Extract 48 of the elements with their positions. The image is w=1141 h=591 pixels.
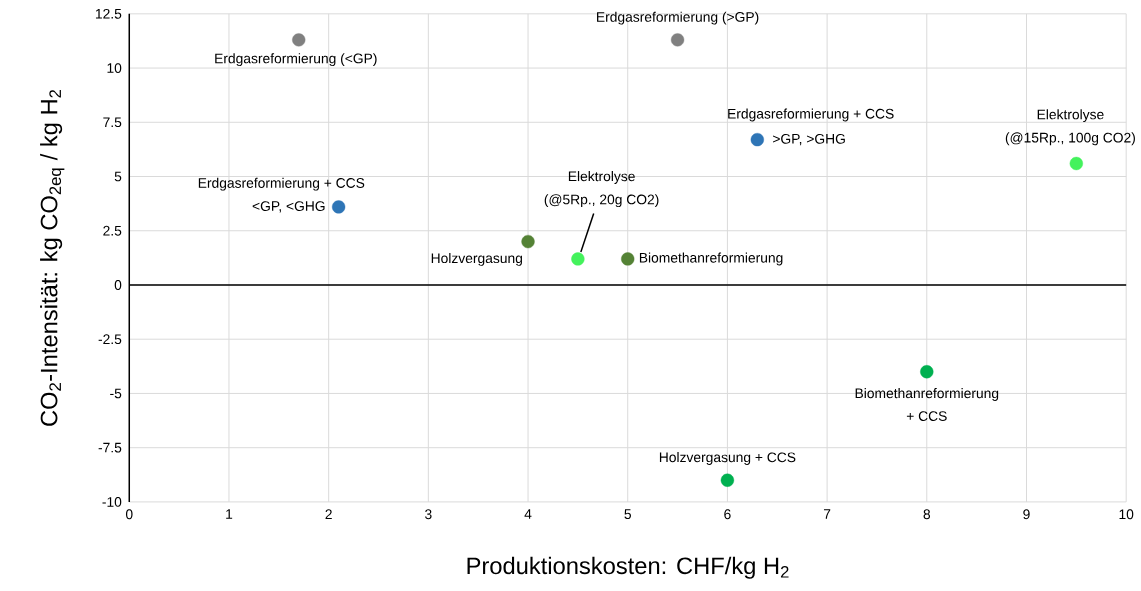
point bbox=[750, 133, 764, 147]
annotation: >GP, >GHG bbox=[773, 134, 845, 146]
y-tick-label: -5 bbox=[110, 388, 122, 399]
point bbox=[720, 473, 735, 487]
y-tick-label: 0 bbox=[114, 280, 122, 290]
x-tick-label: 2 bbox=[325, 509, 332, 520]
y-tick-label: 2.5 bbox=[103, 225, 122, 236]
point bbox=[621, 252, 635, 266]
x-tick-label: 0 bbox=[125, 509, 133, 520]
point bbox=[521, 235, 535, 249]
annotation: Erdgasreformierung (<GP) bbox=[215, 53, 377, 67]
annotation: <GP, <GHG bbox=[252, 201, 325, 213]
x-tick-label: 4 bbox=[524, 509, 532, 519]
annotation: Erdgasreformierung (>GP) bbox=[597, 11, 759, 25]
y-tick-label: -2.5 bbox=[98, 334, 122, 345]
annotation: Biomethanreformierung bbox=[855, 388, 999, 401]
annotation: (@5Rp., 20g CO2) bbox=[544, 194, 659, 208]
x-tick-label: 10 bbox=[1119, 509, 1134, 520]
x-tick-label: 5 bbox=[624, 509, 631, 520]
annotation: Biomethanreformierung bbox=[639, 252, 783, 266]
point bbox=[920, 365, 934, 379]
y-tick-label: 7.5 bbox=[103, 117, 122, 128]
y-tick-label: 10 bbox=[107, 63, 122, 74]
y-axis-title: CO$_{2}$-Intensität: kg CO$_{2eq}$ / kg H$_{2}$ bbox=[40, 90, 65, 426]
point bbox=[332, 200, 346, 214]
point bbox=[1069, 156, 1083, 171]
y-tick-label: 5 bbox=[114, 171, 122, 182]
annotation: Elektrolyse bbox=[568, 171, 635, 185]
annotation: Erdgasreformierung + CCS bbox=[198, 177, 365, 191]
x-tick-label: 6 bbox=[724, 509, 731, 520]
x-axis-title: Produktionskosten: CHF/kg H$_{2}$ bbox=[467, 556, 789, 579]
point bbox=[292, 33, 306, 47]
annotation: + CCS bbox=[906, 411, 947, 422]
y-tick-label: -7.5 bbox=[98, 442, 122, 453]
point bbox=[571, 252, 585, 266]
annotation: Holzvergasung + CCS bbox=[659, 452, 796, 465]
x-tick-label: 3 bbox=[425, 509, 432, 520]
annotation: (@15Rp., 100g CO2) bbox=[1005, 132, 1135, 146]
x-tick-label: 7 bbox=[823, 509, 831, 519]
x-tick-label: 1 bbox=[226, 509, 233, 519]
x-tick-label: 9 bbox=[1023, 509, 1030, 520]
y-tick-label: -10 bbox=[102, 497, 122, 507]
x-tick-label: 8 bbox=[923, 509, 931, 520]
annotation: Elektrolyse bbox=[1037, 109, 1104, 123]
point bbox=[670, 33, 685, 47]
annotation: Holzvergasung bbox=[431, 253, 522, 266]
y-tick-label: 12.5 bbox=[95, 9, 122, 19]
annotation: Erdgasreformierung + CCS bbox=[728, 108, 894, 122]
